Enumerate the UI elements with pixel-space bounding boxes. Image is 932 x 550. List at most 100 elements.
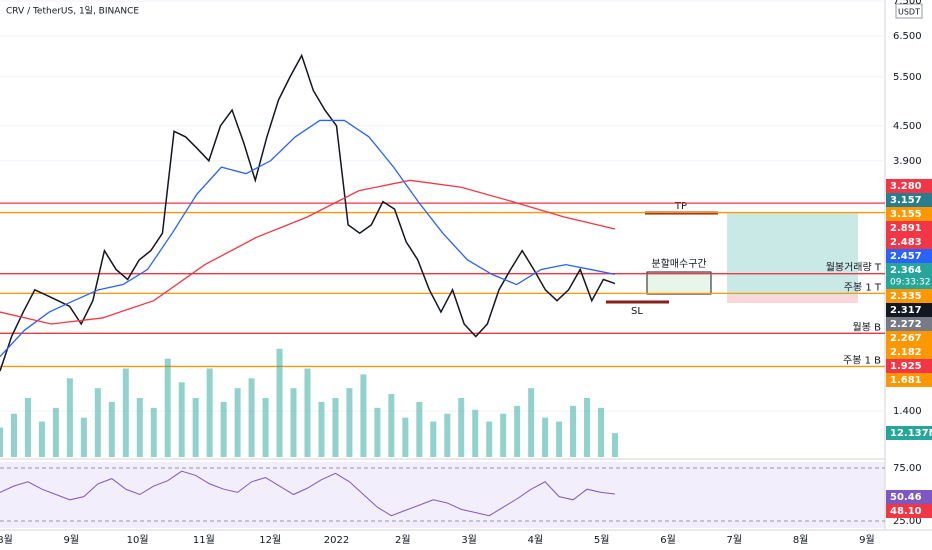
price-label: 2.267 — [890, 333, 922, 344]
profit-zone — [727, 213, 858, 295]
price-label-box — [886, 235, 932, 249]
volume-bar — [458, 398, 465, 457]
currency: USDT — [898, 8, 920, 17]
volume-bar — [304, 368, 311, 457]
price-label: 2.317 — [890, 305, 922, 316]
price-label-box — [886, 249, 932, 263]
rsi-label-box — [886, 490, 932, 504]
volume-bar — [500, 413, 507, 457]
price-label: 1.925 — [890, 361, 922, 372]
volume-bar — [514, 405, 521, 457]
price-label-box — [886, 263, 932, 289]
volume-bar — [276, 348, 283, 457]
price-label-box — [886, 345, 932, 359]
rsi-band — [0, 462, 885, 528]
tp-label: TP — [674, 201, 687, 212]
y-tick-label: 3.900 — [893, 156, 922, 167]
price-label: 2.891 — [890, 223, 922, 234]
rsi-label: 48.10 — [890, 506, 922, 517]
price-label-box — [886, 221, 932, 235]
price-label: 2.182 — [890, 347, 922, 358]
volume-bar — [122, 368, 129, 457]
y-tick-label: 1.400 — [893, 406, 922, 417]
volume-bar — [24, 398, 31, 457]
volume-label: 12.137M — [890, 428, 932, 439]
x-tick-label: 5월 — [594, 534, 610, 546]
rsi-tick-label: 75.00 — [893, 463, 922, 474]
x-tick-label: 9월 — [64, 534, 80, 546]
price-line — [0, 119, 616, 358]
volume-bar — [332, 398, 339, 457]
volume-bar — [80, 417, 87, 457]
level-label: 월봉 B — [853, 321, 882, 333]
volume-bar — [10, 413, 17, 457]
level-label: 주봉 1 T — [844, 281, 882, 293]
volume-bar — [164, 358, 171, 457]
chart-title: CRV / TetherUS, 1일, BINANCE — [6, 6, 139, 17]
price-label-box — [886, 193, 932, 207]
x-tick-label: 8월 — [0, 534, 13, 546]
price-label-box — [886, 359, 932, 373]
price-label: 3.155 — [890, 209, 922, 220]
volume-bar — [346, 388, 353, 457]
price-line — [0, 179, 616, 325]
price-label: 1.681 — [890, 375, 922, 386]
volume-bar — [52, 407, 59, 457]
volume-bar — [416, 401, 423, 457]
price-label-box — [886, 207, 932, 221]
volume-bar — [318, 401, 325, 457]
volume-label-box — [886, 426, 932, 440]
price-label: 2.364 — [890, 265, 922, 276]
volume-bar — [430, 421, 437, 457]
rsi-label: 50.46 — [890, 492, 922, 503]
zone-label: 분할매수구간 — [651, 258, 706, 270]
level-label: 월봉거래량 T — [826, 262, 882, 274]
price-label: 3.157 — [890, 195, 922, 206]
level-label: 주봉 1 B — [843, 354, 881, 366]
price-label: 2.457 — [890, 251, 922, 262]
loss-zone — [727, 295, 858, 303]
price-label-box — [886, 317, 932, 331]
y-tick-label: 4.500 — [893, 121, 922, 132]
price-line — [0, 53, 616, 372]
volume-bar — [192, 398, 199, 457]
x-tick-label: 10월 — [127, 534, 149, 546]
volume-bar — [584, 398, 591, 457]
volume-bar — [528, 388, 535, 457]
x-tick-label: 3월 — [461, 534, 477, 546]
volume-bar — [570, 405, 577, 457]
volume-bar — [598, 407, 605, 457]
price-label-box — [886, 289, 932, 303]
rsi-tick-label: 25.00 — [893, 516, 922, 527]
volume-bar — [444, 413, 451, 457]
volume-bar — [234, 388, 241, 457]
volume-bar — [178, 382, 185, 457]
volume-bar — [38, 421, 45, 457]
volume-bar — [262, 398, 269, 457]
volume-bar — [220, 401, 227, 457]
x-tick-label: 9월 — [859, 534, 875, 546]
x-tick-label: 8월 — [793, 534, 809, 546]
volume-bar — [388, 394, 395, 457]
currency-box — [895, 3, 923, 19]
x-tick-label: 4월 — [528, 534, 544, 546]
volume-bar — [612, 433, 618, 457]
volume-bar — [206, 368, 213, 457]
x-tick-label: 11월 — [193, 534, 215, 546]
y-tick-label: 5.500 — [893, 72, 922, 83]
y-tick-label: 7.500 — [893, 0, 922, 7]
volume-bar — [94, 388, 101, 457]
volume-bar — [360, 374, 367, 457]
rsi-label-box — [886, 504, 932, 518]
volume-bar — [136, 398, 143, 457]
volume-bar — [150, 407, 157, 457]
price-label: 2.483 — [890, 237, 922, 248]
volume-bar — [248, 378, 255, 457]
x-tick-label: 2022 — [324, 535, 349, 546]
volume-bar — [556, 421, 563, 457]
volume-bar — [402, 417, 409, 457]
x-tick-label: 12월 — [259, 534, 281, 546]
